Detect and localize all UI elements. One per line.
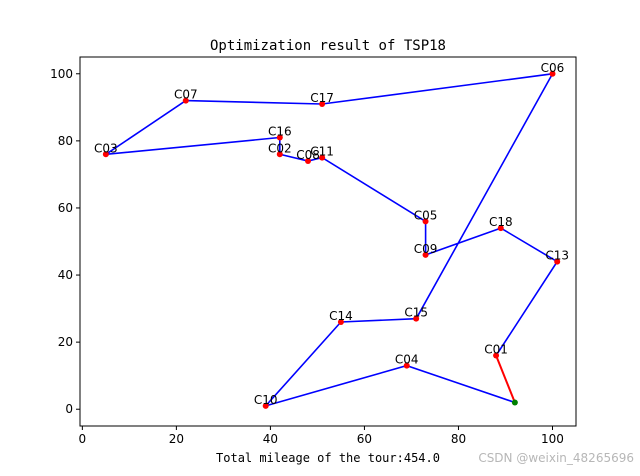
- y-tick-label: 80: [58, 134, 73, 148]
- x-tick-label: 60: [357, 432, 372, 446]
- city-label: C13: [545, 249, 569, 263]
- city-point: [276, 134, 283, 141]
- city-point: [422, 218, 429, 225]
- tour-line: [105, 72, 559, 408]
- x-tick-label: 100: [541, 432, 564, 446]
- city-point: [403, 362, 410, 369]
- city-label: C06: [541, 61, 565, 75]
- city-label: C08: [296, 148, 320, 162]
- city-label: C16: [268, 125, 292, 139]
- city-point: [102, 151, 109, 158]
- city-label: C05: [414, 208, 438, 222]
- city-point: [549, 70, 556, 77]
- city-point: [262, 402, 269, 409]
- city-point: [319, 154, 326, 161]
- city-labels: C01 C02 C03 C04 C05 C06 C07 C08 C09 C10 C11 C13 C14 C…: [94, 61, 569, 407]
- city-label: C02: [268, 141, 292, 155]
- city-label: C17: [310, 91, 334, 105]
- city-point: [276, 151, 283, 158]
- watermark: CSDN @weixin_48265696: [478, 451, 634, 465]
- city-label: C01: [484, 343, 508, 357]
- city-point: [554, 258, 561, 265]
- city-label: C03: [94, 141, 118, 155]
- final-leg-line: [495, 355, 516, 403]
- city-label: C07: [174, 88, 198, 102]
- city-label: C11: [310, 145, 334, 159]
- y-tick-label: 40: [58, 268, 73, 282]
- tour-route: [105, 72, 559, 408]
- city-points: [102, 70, 561, 409]
- x-tick-label: 80: [451, 432, 466, 446]
- chart-title: Optimization result of TSP18: [210, 38, 446, 54]
- y-tick-label: 60: [58, 201, 73, 215]
- x-tick-label: 20: [169, 432, 184, 446]
- y-tick-label: 20: [58, 335, 73, 349]
- city-point: [422, 251, 429, 258]
- x-tick-label: 0: [79, 432, 87, 446]
- city-label: C18: [489, 215, 513, 229]
- city-label: C04: [395, 353, 419, 367]
- x-axis-label: Total mileage of the tour:454.0: [216, 451, 440, 465]
- city-point: [493, 352, 500, 359]
- x-tick-label: 40: [263, 432, 278, 446]
- y-tick-label: 100: [50, 67, 73, 81]
- city-point: [497, 225, 504, 232]
- y-tick-label: 0: [65, 402, 73, 416]
- city-point: [337, 319, 344, 326]
- city-label: C09: [414, 242, 438, 256]
- city-point: [319, 100, 326, 107]
- city-point: [305, 157, 312, 164]
- city-point: [413, 315, 420, 322]
- city-point: [182, 97, 189, 104]
- plot-frame: [79, 56, 577, 427]
- city-label: C10: [254, 393, 278, 407]
- start-point: [511, 399, 518, 406]
- city-label: C14: [329, 309, 353, 323]
- axis-ticks: 0 20 40 60 80 100 0 20 40 60 80 100: [50, 67, 564, 446]
- city-label: C15: [404, 306, 428, 320]
